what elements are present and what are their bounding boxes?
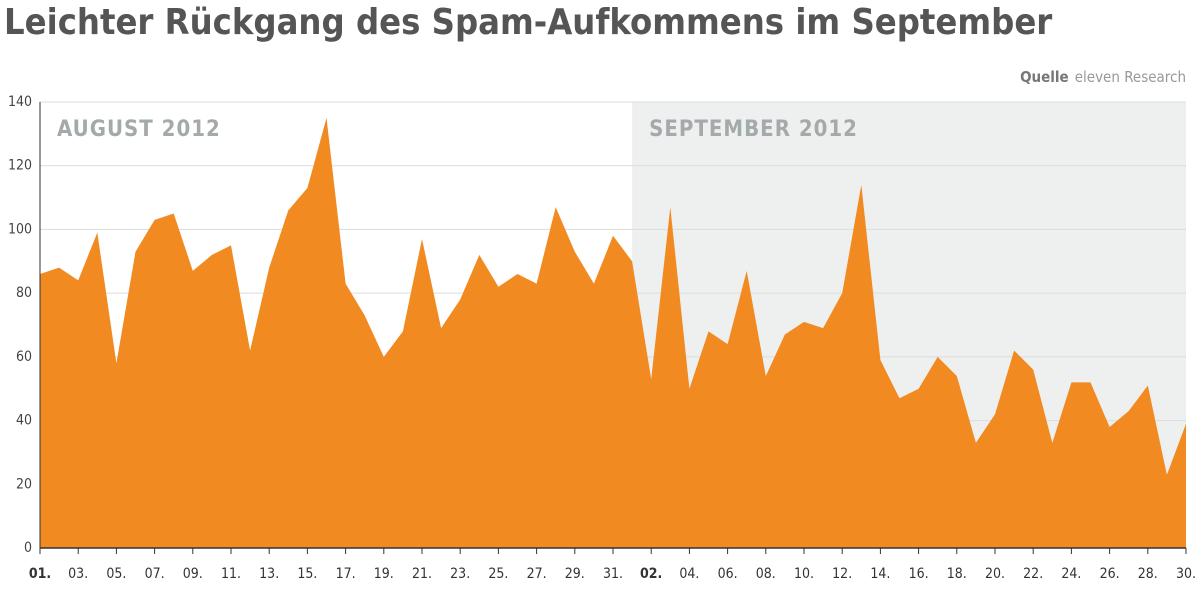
- x-tick-label: 12.: [832, 566, 852, 582]
- x-tick-label: 15.: [297, 566, 317, 582]
- x-tick-label: 31.: [603, 566, 623, 582]
- x-tick-label: 07.: [145, 566, 165, 582]
- y-tick-label: 20: [16, 476, 32, 492]
- y-tick-label: 0: [24, 540, 32, 556]
- source: eleven Research: [1075, 68, 1186, 86]
- x-tick-label: 19.: [374, 566, 394, 582]
- x-tick-label: 24.: [1061, 566, 1081, 582]
- x-tick-label: 27.: [527, 566, 547, 582]
- plot: AUGUST 2012 SEPTEMBER 2012 0 20 40 60 80 100 120…: [8, 94, 1196, 582]
- x-tick-label: 30.: [1176, 566, 1196, 582]
- x-tick-label: 10.: [794, 566, 814, 582]
- x-tick-label: 22.: [1023, 566, 1043, 582]
- area: [40, 117, 1186, 548]
- period-label: AUGUST 2012: [57, 117, 221, 142]
- source-label: Quelle: [1020, 68, 1069, 86]
- x-tick-label: 04.: [679, 566, 699, 582]
- x-tick-label: 29.: [565, 566, 585, 582]
- period-label: SEPTEMBER 2012: [649, 117, 858, 142]
- source-line: Quelle eleven Research: [1020, 68, 1186, 86]
- y-tick-label: 60: [16, 349, 32, 365]
- x-tick-label: 25.: [488, 566, 508, 582]
- x-tick-label: 02.: [640, 566, 662, 582]
- x-tick-label: 17.: [336, 566, 356, 582]
- y-tick-label: 140: [8, 94, 32, 110]
- y-tick-label: 40: [16, 413, 32, 429]
- x-tick-label: 06.: [718, 566, 738, 582]
- x-tick-label: 03.: [68, 566, 88, 582]
- y-tick-label: 100: [8, 221, 32, 237]
- x-tick-label: 13.: [259, 566, 279, 582]
- x-tick-label: 11.: [221, 566, 241, 582]
- x-tick-label: 18.: [947, 566, 967, 582]
- x-tick-label: 05.: [106, 566, 126, 582]
- x-tick-label: 01.: [29, 566, 51, 582]
- x-tick-label: 26.: [1100, 566, 1120, 582]
- y-tick-label: 120: [8, 158, 32, 174]
- x-tick-label: 16.: [909, 566, 929, 582]
- x-tick-label: 09.: [183, 566, 203, 582]
- x-tick-label: 23.: [450, 566, 470, 582]
- chart-title: Leichter Rückgang des Spam-Aufkommens im…: [4, 2, 1052, 43]
- x-tick-label: 14.: [870, 566, 890, 582]
- x-tick-label: 08.: [756, 566, 776, 582]
- x-tick-label: 21.: [412, 566, 432, 582]
- y-tick-label: 80: [16, 285, 32, 301]
- x-tick-label: 20.: [985, 566, 1005, 582]
- x-tick-label: 28.: [1138, 566, 1158, 582]
